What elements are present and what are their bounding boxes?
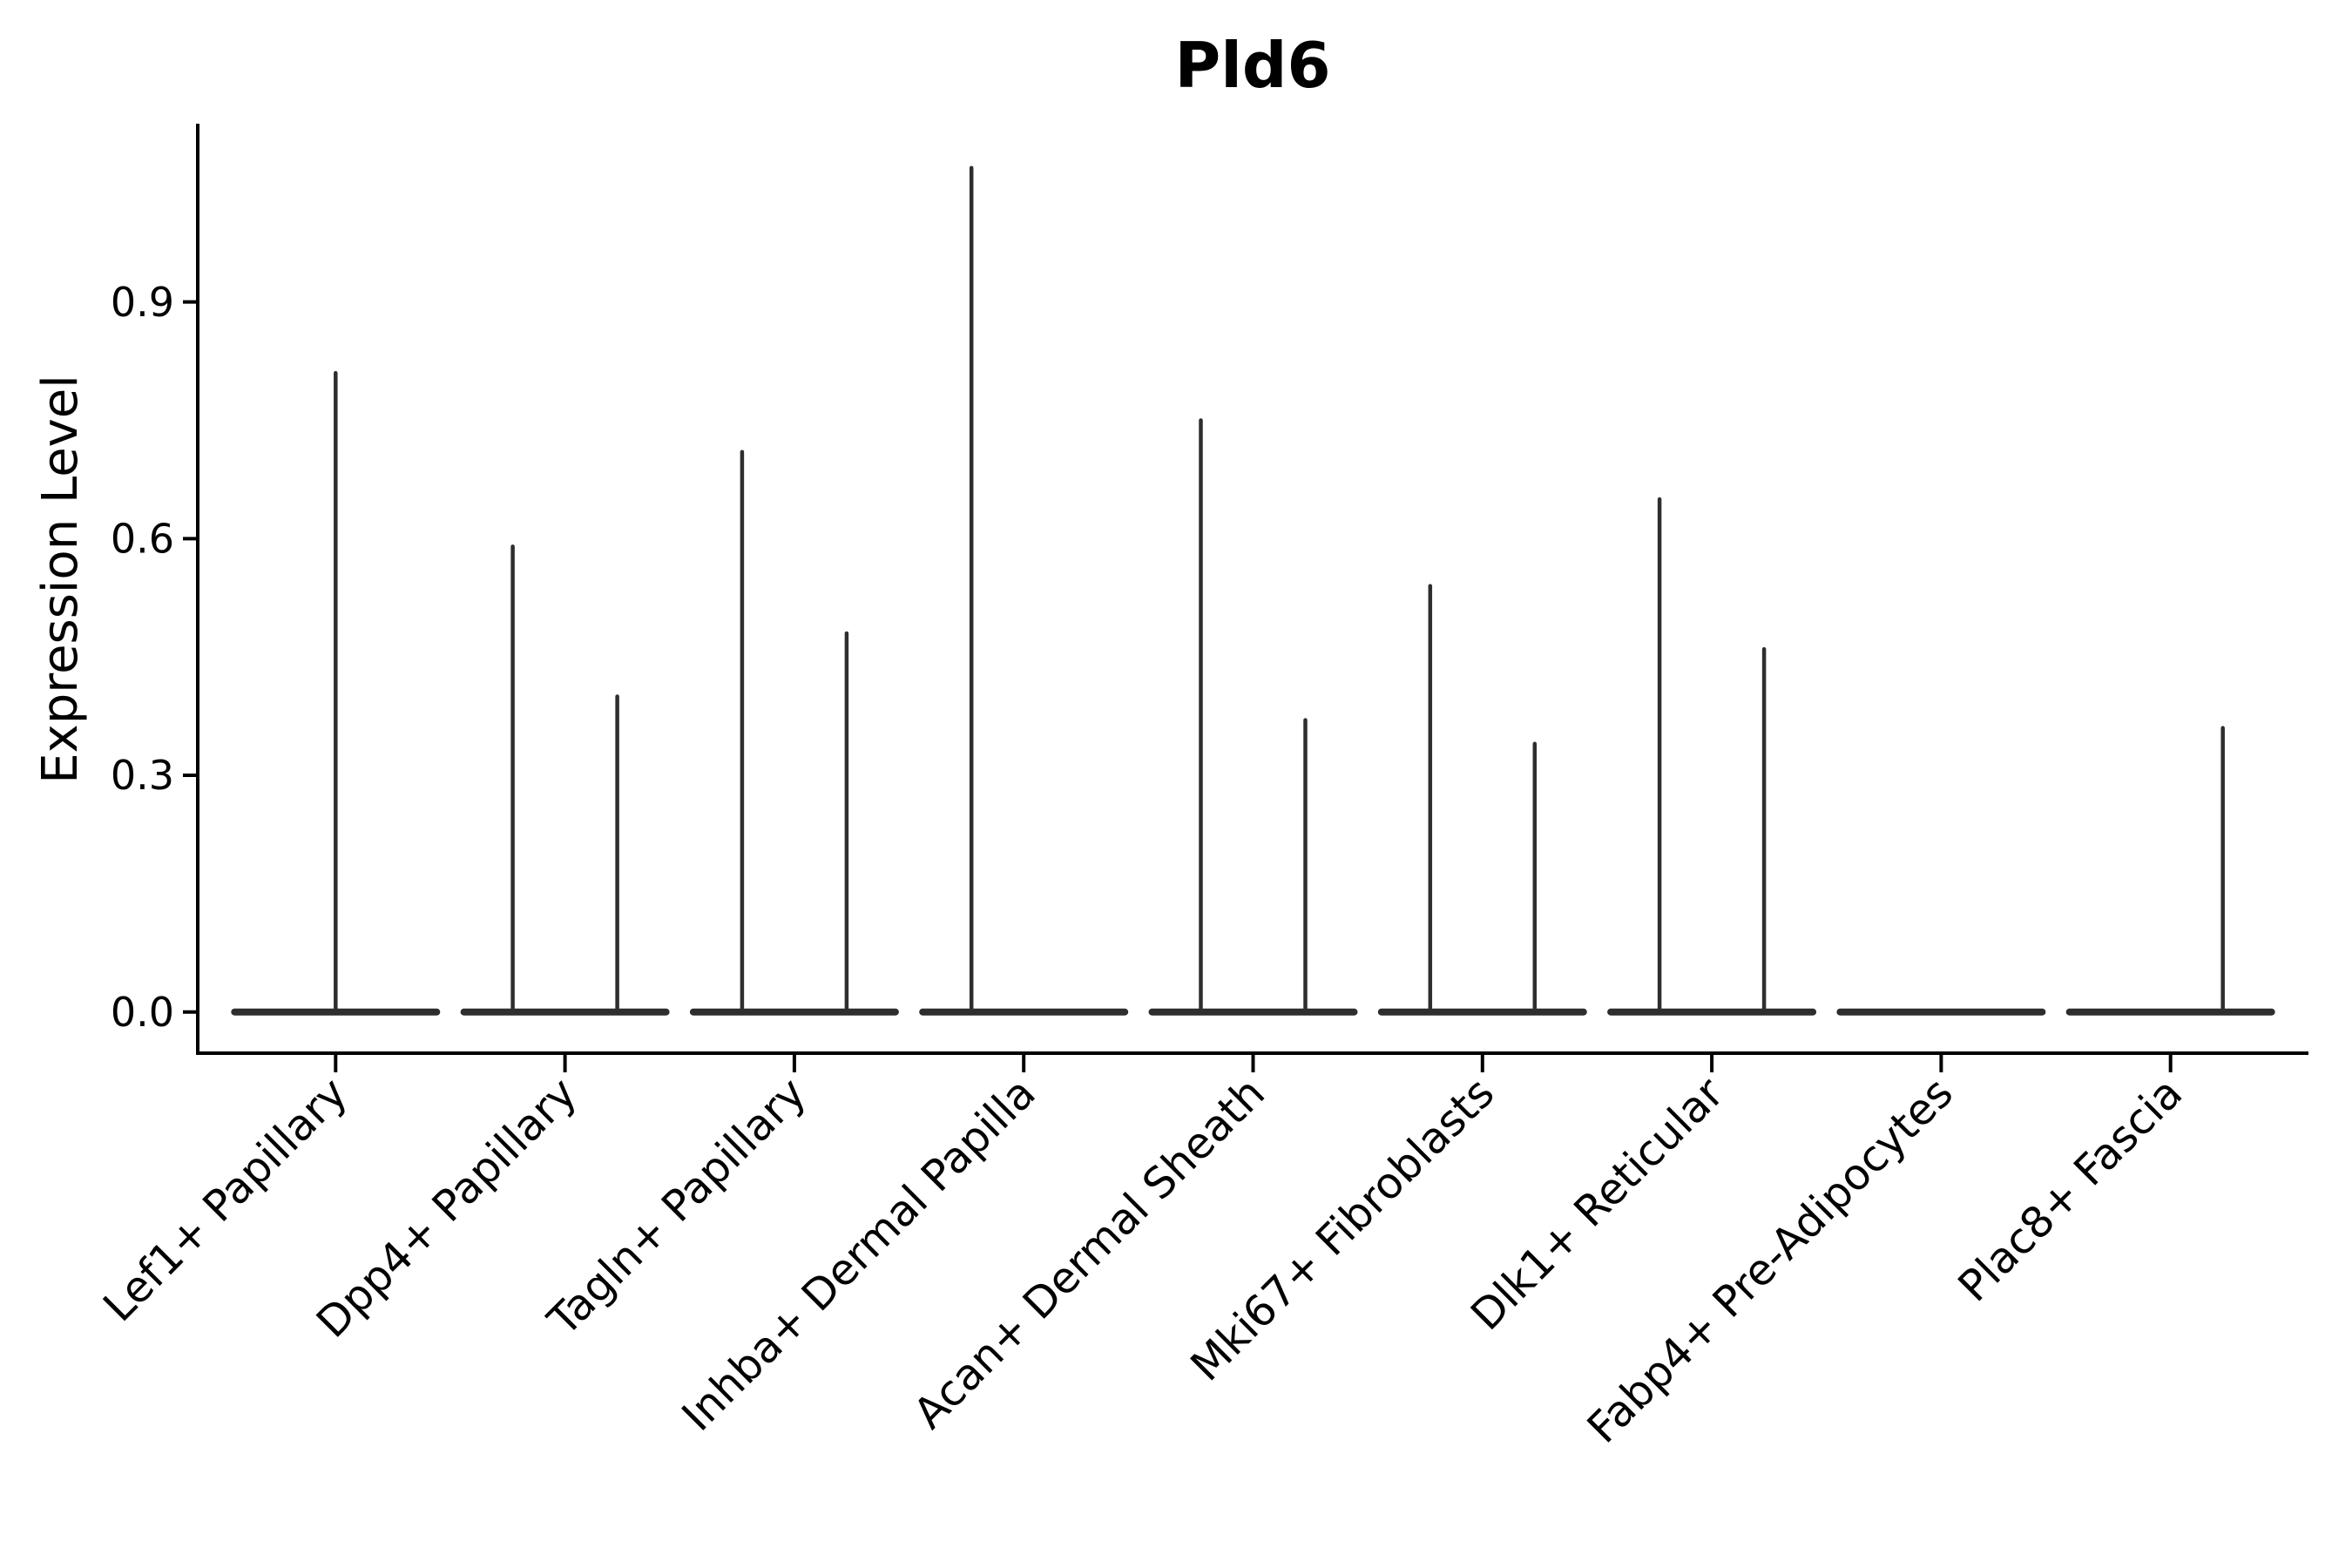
violins-layer bbox=[231, 166, 2275, 1016]
y-axis-ticks: 0.0 0.3 0.6 0.9 bbox=[111, 279, 198, 1036]
x-tick-label: Dlk1+ Reticular bbox=[1462, 1068, 1734, 1341]
plot-title: Pld6 bbox=[1174, 29, 1330, 102]
x-tick-label: Lef1+ Papillary bbox=[94, 1068, 357, 1331]
y-tick-label: 0.9 bbox=[111, 279, 174, 326]
y-tick-label: 0.3 bbox=[111, 752, 174, 799]
y-axis-label: Expression Level bbox=[32, 375, 89, 784]
x-tick-label: Fabp4+ Pre-Adipocytes bbox=[1578, 1068, 1963, 1453]
y-tick-label: 0.0 bbox=[111, 989, 174, 1036]
x-tick-label: Plac8+ Fascia bbox=[1949, 1068, 2192, 1311]
y-tick-label: 0.6 bbox=[111, 515, 174, 562]
